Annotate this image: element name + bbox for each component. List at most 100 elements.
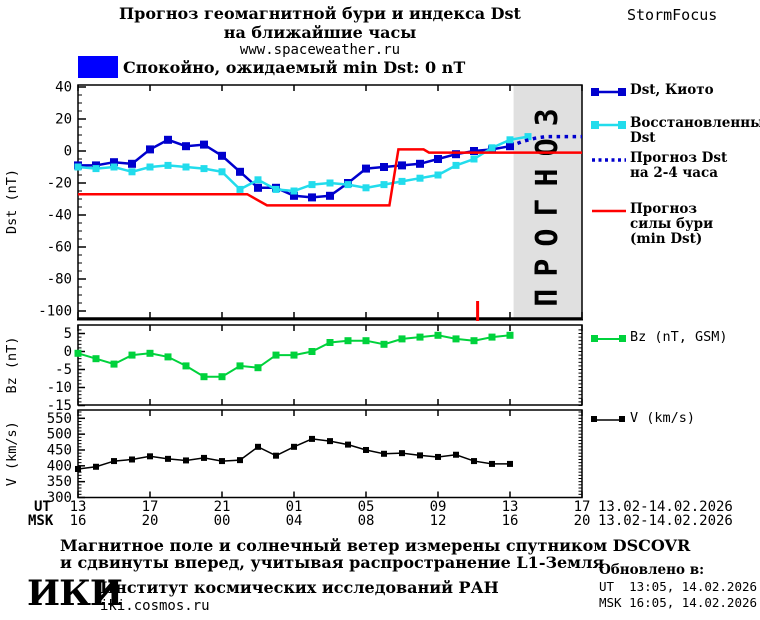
series-dst-restored-marker	[380, 181, 388, 189]
legend-label: Dst	[630, 130, 656, 146]
series-bz-marker	[200, 373, 208, 381]
series-bz-marker	[326, 339, 334, 346]
series-bz-marker	[110, 360, 118, 368]
legend-label: Восстановленный	[630, 115, 760, 131]
series-dst-kyoto-marker	[398, 161, 406, 170]
series-v-marker	[129, 456, 135, 463]
y-tick-label: -60	[47, 240, 72, 256]
forecast-band	[513, 85, 582, 318]
series-dst-restored-marker	[218, 168, 226, 176]
msk-tick-value: 00	[213, 513, 231, 529]
series-bz-marker	[452, 335, 460, 343]
series-bz-marker	[470, 337, 478, 345]
iki-logo: ИКИ	[27, 573, 123, 614]
y-axis-label-v: V (km/s)	[4, 421, 20, 486]
series-dst-kyoto-marker	[254, 183, 262, 192]
page-title-line2: на ближайшие часы	[223, 23, 417, 42]
series-bz-marker	[128, 351, 136, 359]
legend-sample-bz-line	[591, 335, 626, 342]
y-tick-label: -100	[38, 304, 72, 320]
series-v-marker	[111, 458, 117, 465]
series-dst-kyoto-marker	[290, 191, 298, 200]
y-tick-label: -10	[47, 380, 72, 396]
ut-date-range: 13.02-14.02.2026	[598, 499, 733, 515]
y-tick-label: 450	[47, 442, 72, 458]
series-dst-kyoto-marker	[128, 159, 136, 168]
page-title-line1: Прогноз геомагнитной бури и индекса Dst	[119, 4, 521, 23]
y-tick-label: -80	[47, 272, 72, 288]
series-v-marker	[399, 450, 405, 457]
y-tick-label: 400	[47, 458, 72, 474]
series-v-marker	[201, 454, 207, 461]
series-v-marker	[147, 453, 153, 460]
series-dst-restored-marker	[398, 177, 406, 185]
y-tick-label: 350	[47, 474, 72, 490]
legend-label: на 2-4 часа	[630, 165, 719, 181]
msk-tick-value: 04	[285, 513, 303, 529]
series-bz-marker	[218, 373, 226, 381]
series-dst-restored-marker	[200, 165, 208, 173]
series-v-marker	[165, 455, 171, 462]
series-bz-marker	[236, 362, 244, 370]
y-tick-label: -15	[47, 398, 72, 414]
series-bz-marker	[308, 348, 316, 355]
series-dst-restored-line	[77, 135, 529, 193]
series-v-marker	[273, 452, 279, 459]
series-bz-marker	[362, 337, 370, 345]
series-v-marker	[471, 458, 477, 465]
legend-sample-kyoto-line	[591, 88, 626, 96]
series-dst-kyoto-marker	[380, 163, 388, 171]
msk-tick-value: 16	[501, 513, 519, 529]
legend-sample-storm-line	[592, 209, 626, 213]
website-url: www.spaceweather.ru	[239, 42, 401, 58]
series-v-marker	[327, 438, 333, 445]
status-text: Спокойно, ожидаемый min Dst: 0 nT	[123, 57, 466, 77]
institute-name: Институт космических исследований РАН	[100, 578, 499, 597]
series-dst-kyoto-marker	[236, 167, 244, 176]
legend-item-forecast-dst: Прогноз Dst на 2-4 часа	[591, 151, 727, 181]
series-dst-restored-marker	[182, 163, 190, 171]
title-block: Прогноз геомагнитной бури и индекса Dst …	[80, 4, 560, 59]
footer-note-line1: Магнитное поле и солнечный ветер измерен…	[60, 536, 691, 555]
series-v-marker	[489, 460, 495, 467]
series-dst-restored-marker	[308, 181, 316, 189]
series-dst-kyoto-marker	[470, 147, 478, 155]
series-dst-kyoto-marker	[218, 151, 226, 160]
series-dst-restored-marker	[74, 163, 82, 171]
series-dst-kyoto-marker	[182, 142, 190, 151]
series-bz-marker	[146, 349, 154, 357]
series-dst-kyoto-marker	[146, 145, 154, 154]
legend-sample-v-line	[591, 416, 625, 422]
ut-tick-value: 09	[429, 499, 447, 515]
series-dst-restored-marker	[272, 185, 280, 193]
series-dst-restored-marker	[434, 171, 442, 179]
legend-item-storm-forecast: Прогноз силы бури (min Dst)	[591, 202, 713, 247]
legend-item-restored-dst: Восстановленный Dst	[591, 116, 760, 146]
updated-msk: MSK 16:05, 14.02.2026	[599, 595, 758, 610]
y-tick-label: 550	[47, 411, 72, 427]
series-dst-restored-marker	[470, 155, 478, 163]
legend-label: Прогноз	[630, 201, 697, 217]
series-bz-marker	[344, 337, 352, 345]
series-dst-kyoto-marker	[434, 155, 442, 163]
series-dst-kyoto-marker	[326, 191, 334, 200]
legend-label: Прогноз Dst	[630, 150, 728, 166]
series-dst-restored-marker	[146, 163, 154, 171]
msk-axis-row: MSK 16 20 00 04 08 12 16 20 13.02-14.02.2026	[0, 513, 760, 529]
series-v-marker	[219, 458, 225, 465]
series-dst-restored-marker	[254, 176, 262, 184]
series-v-marker	[363, 446, 369, 453]
y-tick-label: -40	[47, 208, 72, 224]
ut-tick-value: 21	[213, 499, 231, 515]
ut-tick-value: 17	[573, 499, 591, 515]
y-tick-label: 0	[64, 344, 72, 360]
series-v-marker	[435, 453, 441, 460]
series-storm-forecast-line	[78, 148, 582, 207]
series-dst-restored-marker	[524, 133, 532, 141]
plot-box-v	[77, 409, 583, 499]
series-dst-restored-marker	[92, 165, 100, 173]
series-v-marker	[255, 443, 261, 450]
series-dst-restored-marker	[344, 181, 352, 189]
